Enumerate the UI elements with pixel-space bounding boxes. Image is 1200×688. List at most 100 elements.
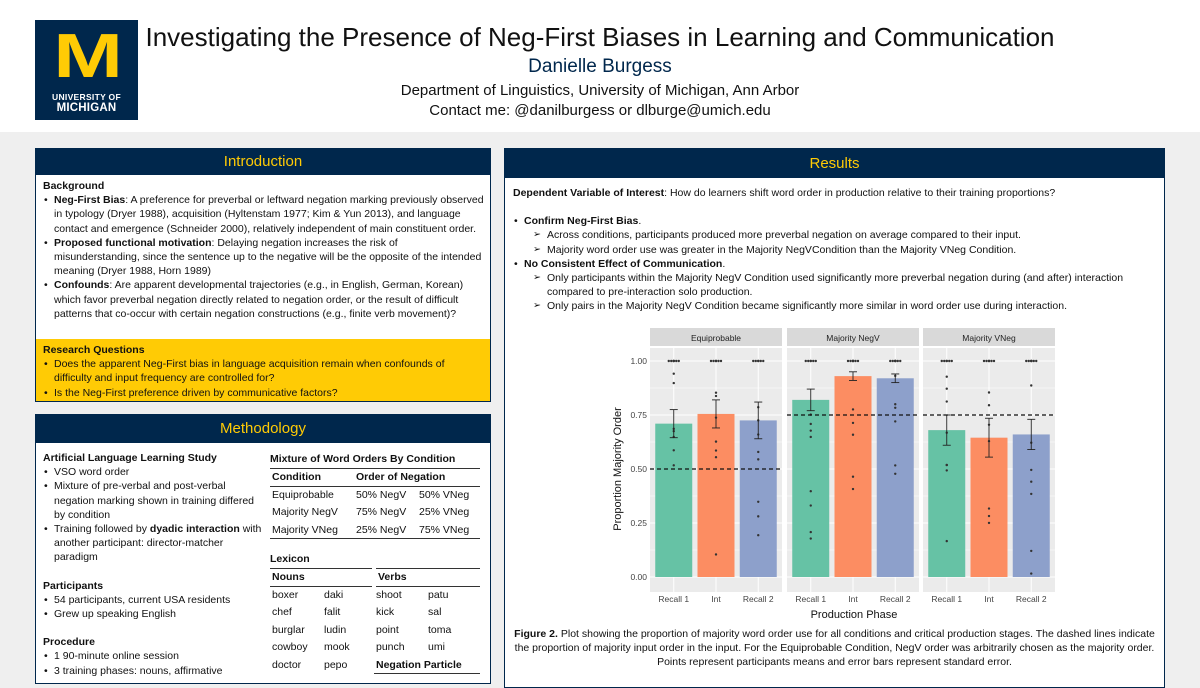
list-item: Grew up speaking English bbox=[43, 607, 263, 621]
table-row: Equiprobable 50% NegV 50% VNeg bbox=[270, 486, 480, 504]
list-item: Training followed by dyadic interaction … bbox=[43, 522, 263, 565]
table-cell: 25% NegV bbox=[354, 521, 417, 539]
participant-point bbox=[946, 469, 948, 471]
results-list: Confirm Neg-First Bias. bbox=[513, 214, 1156, 228]
participant-point bbox=[715, 360, 717, 362]
list-item: Proposed functional motivation: Delaying… bbox=[43, 236, 484, 279]
caption-text: Plot showing the proportion of majority … bbox=[515, 628, 1155, 668]
participant-point bbox=[941, 360, 943, 362]
table-cell: 25% VNeg bbox=[417, 504, 480, 522]
sub-item: Only pairs in the Majority NegV Conditio… bbox=[513, 299, 1156, 313]
participant-point bbox=[852, 422, 854, 424]
participant-point bbox=[810, 537, 812, 539]
participant-point bbox=[857, 360, 859, 362]
participant-point bbox=[1033, 360, 1035, 362]
participant-point bbox=[712, 360, 714, 362]
participant-point bbox=[946, 388, 948, 390]
procedure-list: 1 90-minute online session 3 training ph… bbox=[43, 649, 263, 677]
participant-point bbox=[673, 373, 675, 375]
participant-point bbox=[988, 515, 990, 517]
bar bbox=[928, 430, 965, 577]
table-cell: Equiprobable bbox=[270, 486, 354, 504]
participant-point bbox=[1030, 550, 1032, 552]
affiliation: Department of Linguistics, University of… bbox=[0, 82, 1200, 99]
list-item: No Consistent Effect of Communication. bbox=[513, 257, 1156, 271]
participant-point bbox=[1030, 481, 1032, 483]
dv-text: : How do learners shift word order in pr… bbox=[664, 187, 1055, 199]
table-cell: pepo bbox=[322, 656, 374, 674]
results-list: No Consistent Effect of Communication. bbox=[513, 257, 1156, 271]
table-cell: point bbox=[374, 621, 426, 639]
x-tick-label: Recall 1 bbox=[931, 594, 962, 604]
facet-label: Majority NegV bbox=[826, 333, 880, 343]
participant-point bbox=[946, 360, 948, 362]
x-tick-label: Int bbox=[848, 594, 858, 604]
participant-point bbox=[852, 434, 854, 436]
table-header-row: Nouns Verbs bbox=[270, 569, 480, 587]
participant-point bbox=[757, 360, 759, 362]
procedure-label: Procedure bbox=[43, 635, 263, 649]
table-cell: kick bbox=[374, 604, 426, 622]
participant-point bbox=[673, 449, 675, 451]
table-row: chef falit kick sal bbox=[270, 604, 480, 622]
participant-point bbox=[715, 392, 717, 394]
participant-point bbox=[993, 360, 995, 362]
table-cell: Majority VNeg bbox=[270, 521, 354, 539]
introduction-heading: Introduction bbox=[36, 149, 490, 175]
participant-point bbox=[720, 360, 722, 362]
participant-point bbox=[757, 451, 759, 453]
table-cell: patu bbox=[426, 586, 480, 604]
finding-label: Confirm Neg-First Bias bbox=[524, 215, 638, 227]
bar bbox=[655, 424, 692, 577]
author-name: Danielle Burgess bbox=[0, 56, 1200, 78]
participant-point bbox=[849, 360, 851, 362]
participant-point bbox=[678, 360, 680, 362]
participants-label: Participants bbox=[43, 579, 263, 593]
table-row: burglar ludin point toma bbox=[270, 621, 480, 639]
y-tick-label: 0.75 bbox=[630, 410, 647, 420]
participant-point bbox=[752, 360, 754, 362]
participant-point bbox=[810, 429, 812, 431]
participant-point bbox=[988, 391, 990, 393]
participant-point bbox=[852, 488, 854, 490]
participant-point bbox=[810, 504, 812, 506]
x-tick-label: Int bbox=[984, 594, 994, 604]
background-list: Neg-First Bias: A preference for preverb… bbox=[43, 193, 484, 321]
bar bbox=[792, 400, 829, 577]
results-body: Dependent Variable of Interest: How do l… bbox=[505, 178, 1164, 314]
participant-point bbox=[1030, 493, 1032, 495]
table-cell: doctor bbox=[270, 656, 322, 674]
participant-point bbox=[715, 440, 717, 442]
list-item: Does the apparent Neg-First bias in lang… bbox=[43, 357, 484, 385]
participant-point bbox=[1030, 384, 1032, 386]
list-item: Confirm Neg-First Bias. bbox=[513, 214, 1156, 228]
sub-item: Across conditions, participants produced… bbox=[513, 228, 1156, 242]
x-tick-label: Recall 1 bbox=[658, 594, 689, 604]
participant-point bbox=[894, 420, 896, 422]
contact-line: Contact me: @danilburgess or dlburge@umi… bbox=[0, 102, 1200, 119]
participant-point bbox=[946, 540, 948, 542]
table-row: cowboy mook punch umi bbox=[270, 639, 480, 657]
table-header: Order of Negation bbox=[354, 469, 480, 487]
table-cell: burglar bbox=[270, 621, 322, 639]
y-tick-label: 0.25 bbox=[630, 518, 647, 528]
participant-point bbox=[673, 464, 675, 466]
dv-label: Dependent Variable of Interest bbox=[513, 187, 664, 199]
participant-point bbox=[810, 531, 812, 533]
x-axis-title: Production Phase bbox=[811, 609, 898, 621]
y-tick-label: 0.00 bbox=[630, 572, 647, 582]
figure-caption: Figure 2. Plot showing the proportion of… bbox=[512, 627, 1157, 669]
table-cell: shoot bbox=[374, 586, 426, 604]
list-item: Neg-First Bias: A preference for preverb… bbox=[43, 193, 484, 236]
participant-point bbox=[1025, 360, 1027, 362]
participant-point bbox=[670, 360, 672, 362]
table-cell: umi bbox=[426, 639, 480, 657]
list-item: Is the Neg-First preference driven by co… bbox=[43, 386, 484, 400]
list-item: VSO word order bbox=[43, 465, 263, 479]
term: Proposed functional motivation bbox=[54, 237, 212, 249]
table-cell: 50% VNeg bbox=[417, 486, 480, 504]
research-questions-box: Research Questions Does the apparent Neg… bbox=[36, 339, 490, 401]
participant-point bbox=[946, 464, 948, 466]
item-text: Mixture of pre-verbal and post-verbal ne… bbox=[54, 480, 254, 520]
table-cell: toma bbox=[426, 621, 480, 639]
